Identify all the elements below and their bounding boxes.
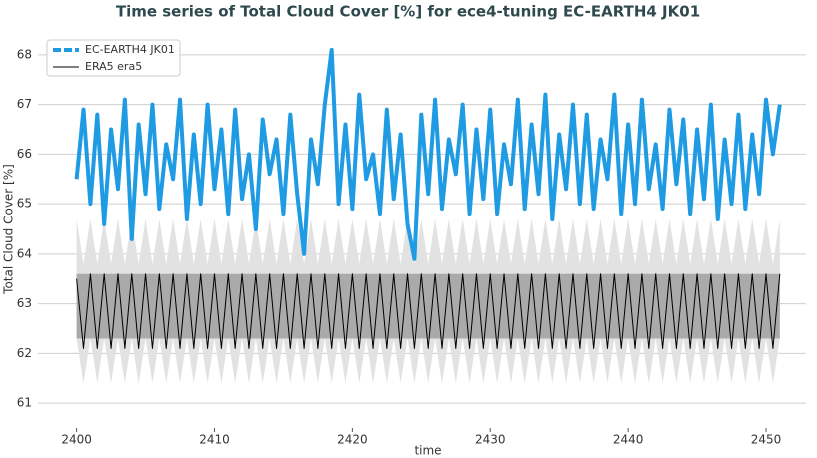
y-tick-label: 65 bbox=[17, 197, 32, 211]
x-axis-label: time bbox=[414, 444, 441, 458]
y-tick-label: 67 bbox=[17, 97, 32, 111]
y-tick-label: 64 bbox=[17, 246, 32, 260]
y-tick-label: 66 bbox=[17, 147, 32, 161]
legend-label: EC-EARTH4 JK01 bbox=[85, 43, 175, 56]
y-tick-label: 63 bbox=[17, 296, 32, 310]
x-tick-label: 2420 bbox=[337, 433, 368, 447]
x-tick-label: 2410 bbox=[199, 433, 230, 447]
x-tick-label: 2430 bbox=[475, 433, 506, 447]
y-tick-label: 61 bbox=[17, 396, 32, 410]
x-tick-label: 2440 bbox=[613, 433, 644, 447]
series-line bbox=[74, 47, 782, 261]
legend-frame bbox=[46, 39, 181, 77]
x-tick-label: 2400 bbox=[61, 433, 92, 447]
y-tick-label: 62 bbox=[17, 346, 32, 360]
y-tick-label: 68 bbox=[17, 47, 32, 61]
range-band bbox=[76, 273, 780, 339]
legend-label: ERA5 era5 bbox=[85, 60, 142, 73]
series-line bbox=[76, 273, 781, 349]
x-tick-label: 2450 bbox=[751, 433, 782, 447]
y-axis-label: Total Cloud Cover [%] bbox=[2, 164, 16, 295]
chart-title: Time series of Total Cloud Cover [%] for… bbox=[116, 3, 700, 21]
